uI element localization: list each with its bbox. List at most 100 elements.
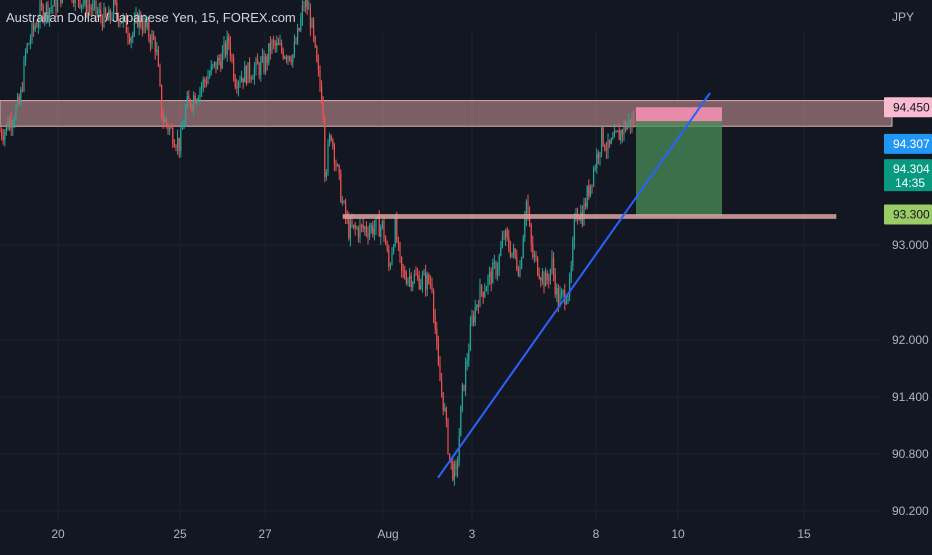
candle-body	[188, 96, 189, 99]
candle-body	[593, 169, 594, 186]
candle-body	[476, 305, 477, 307]
candle-body	[329, 135, 330, 144]
candle-body	[502, 237, 503, 247]
candle-body	[443, 392, 444, 410]
candle-body	[222, 52, 223, 69]
candle-body	[271, 40, 272, 51]
candle-body	[263, 56, 264, 72]
stop-loss-zone[interactable]	[636, 107, 722, 121]
candle-body	[244, 66, 245, 82]
candle-body	[507, 230, 508, 236]
candle-body	[337, 165, 338, 166]
candle-body	[527, 201, 528, 215]
candle-body	[171, 127, 172, 128]
candle-body	[382, 221, 383, 227]
candle-body	[175, 147, 176, 148]
candle-body	[1, 131, 2, 136]
candle-body	[596, 153, 597, 168]
candle-body	[361, 225, 362, 226]
candle-body	[54, 0, 55, 6]
candle-body	[179, 138, 180, 151]
candle-body	[284, 57, 285, 58]
candle-body	[241, 78, 242, 82]
candle-body	[446, 408, 447, 419]
candle-body	[260, 61, 261, 75]
candle-body	[457, 461, 458, 469]
candle-body	[441, 381, 442, 392]
candle-body	[265, 56, 266, 71]
candle-body	[249, 62, 250, 77]
candle-body	[364, 227, 365, 229]
price-tag-last-text: 94.304	[893, 162, 930, 176]
candle-body	[127, 33, 128, 38]
candle-body	[84, 0, 85, 3]
x-tick-label: 27	[258, 527, 272, 541]
candle-body	[631, 118, 632, 127]
candle-body	[622, 130, 623, 134]
candle-body	[411, 276, 412, 287]
candle-body	[455, 464, 456, 469]
candle-body	[4, 131, 5, 139]
candle-body	[473, 316, 474, 322]
candle-body	[535, 255, 536, 257]
candle-body	[316, 46, 317, 61]
candle-body	[300, 18, 301, 30]
candle-body	[471, 316, 472, 324]
candle-body	[398, 241, 399, 243]
candle-body	[129, 37, 130, 42]
candle-body	[247, 62, 248, 83]
candle-body	[190, 100, 191, 107]
candle-body	[487, 277, 488, 288]
candle-body	[294, 42, 295, 54]
candle-body	[30, 40, 31, 44]
candle-body	[174, 144, 175, 146]
candle-body	[182, 129, 183, 130]
candle-body	[508, 237, 509, 249]
candle-body	[187, 96, 188, 107]
candle-body	[545, 273, 546, 286]
candle-body	[278, 43, 279, 45]
candle-body	[31, 24, 32, 40]
candle-body	[423, 273, 424, 275]
candle-body	[251, 78, 252, 79]
candle-body	[279, 43, 280, 44]
candle-body	[521, 258, 522, 268]
resistance-zone[interactable]	[0, 101, 892, 127]
candle-body	[587, 187, 588, 207]
candle-body	[601, 128, 602, 153]
candle-body	[454, 464, 455, 480]
candle-body	[326, 172, 327, 177]
candle-body	[401, 257, 402, 270]
candle-body	[319, 70, 320, 87]
candle-body	[518, 269, 519, 276]
candle-body	[447, 420, 448, 454]
candle-body	[41, 2, 42, 6]
candle-body	[20, 90, 21, 103]
candle-body	[409, 276, 410, 279]
price-tag-target-text: 93.300	[893, 208, 930, 222]
candle-body	[495, 263, 496, 275]
candle-body	[585, 203, 586, 207]
candle-body	[615, 131, 616, 132]
candle-body	[321, 86, 322, 103]
candle-body	[60, 0, 61, 3]
candle-body	[612, 138, 613, 139]
candle-body	[598, 153, 599, 158]
candle-body	[556, 288, 557, 294]
candle-body	[209, 74, 210, 77]
candle-body	[231, 57, 232, 58]
x-tick-label: 20	[51, 527, 65, 541]
candle-body	[303, 6, 304, 7]
candle-body	[33, 24, 34, 29]
trendline[interactable]	[438, 93, 710, 478]
candle-body	[273, 40, 274, 42]
support-line[interactable]	[343, 215, 836, 219]
candle-body	[75, 0, 76, 3]
candle-body	[427, 275, 428, 290]
candle-body	[558, 288, 559, 307]
candle-body	[431, 284, 432, 290]
candle-body	[628, 120, 629, 125]
candle-body	[207, 77, 208, 84]
